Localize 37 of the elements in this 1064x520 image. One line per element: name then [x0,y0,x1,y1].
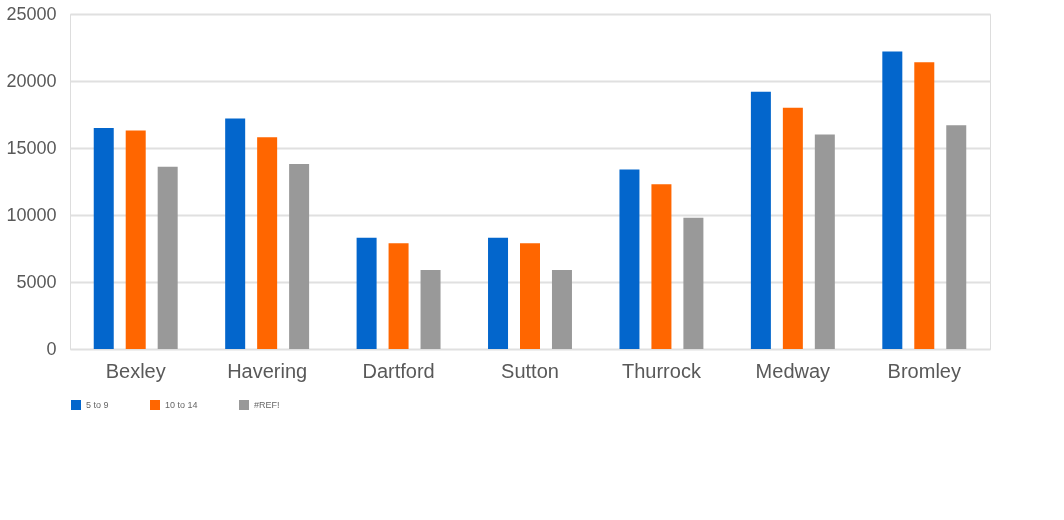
y-tick-label: 5000 [16,271,57,292]
bar [289,164,310,349]
bar [619,169,640,349]
bar [356,237,377,349]
bar [782,107,803,349]
x-tick-label: Bromley [887,359,961,382]
bar [651,184,672,349]
y-tick-label: 25000 [6,3,57,24]
bar [551,269,572,349]
y-tick-label: 10000 [6,204,57,225]
bar [882,51,903,349]
bar [488,237,509,349]
bar [225,118,246,349]
bar [914,62,935,349]
legend-label: 5 to 9 [86,400,109,410]
bar [125,130,146,349]
y-tick-label: 20000 [6,70,57,91]
bar [750,91,771,349]
bar [93,127,114,349]
legend-label: 10 to 14 [165,400,198,410]
legend-label: #REF! [254,400,280,410]
x-tick-label: Havering [227,359,308,382]
bar [946,125,967,349]
x-tick-label: Medway [755,359,831,382]
x-tick-label: Dartford [362,359,435,382]
y-tick-label: 0 [46,338,57,359]
y-tick-label: 15000 [6,137,57,158]
bar [814,134,835,349]
x-tick-label: Thurrock [621,359,702,382]
bar [257,137,278,349]
x-tick-label: Bexley [105,359,166,382]
bar [420,269,441,349]
bar [520,243,540,349]
bar [683,217,704,349]
bar [157,166,178,349]
x-tick-label: Sutton [501,359,559,382]
bar [388,243,409,349]
